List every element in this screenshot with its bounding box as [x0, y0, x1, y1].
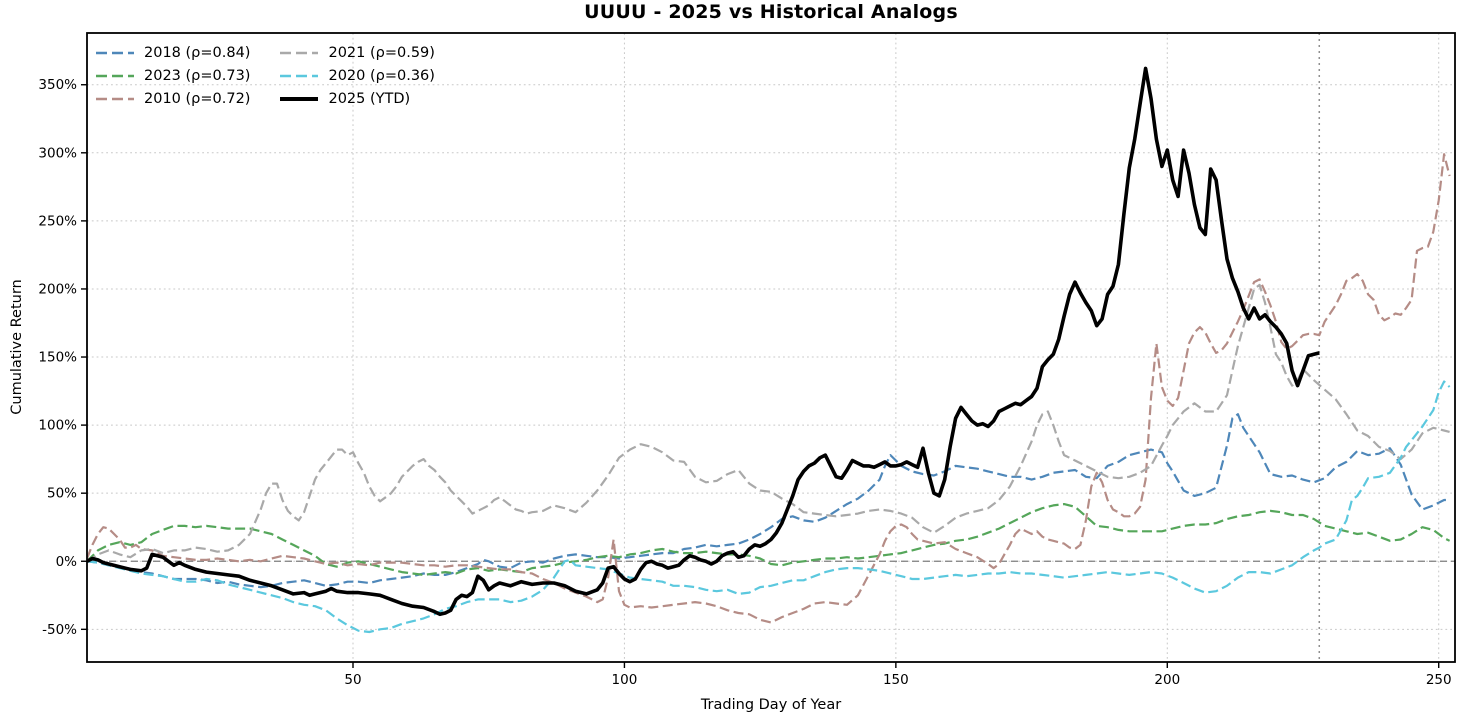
plot-area	[87, 33, 1455, 662]
legend-label-2023: 2023 (ρ=0.73)	[144, 68, 251, 84]
legend-line-swatch-2025	[280, 97, 319, 101]
legend: 2018 (ρ=0.84) 2023 (ρ=0.73) 2010 (ρ=0.72) 2…	[96, 44, 435, 108]
y-tick-label: 0%	[56, 554, 78, 570]
legend-line-swatch-2010	[96, 97, 134, 101]
x-tick-label: 250	[1426, 672, 1452, 688]
x-tick-label: 50	[344, 672, 361, 688]
legend-line-swatch-2021	[280, 51, 319, 55]
legend-label-2018: 2018 (ρ=0.84)	[144, 45, 251, 61]
chart-title: UUUU - 2025 vs Historical Analogs	[584, 1, 958, 23]
legend-item-2023: 2023 (ρ=0.73)	[96, 67, 250, 85]
legend-label-2021: 2021 (ρ=0.59)	[328, 45, 435, 61]
y-tick-label: 100%	[38, 418, 77, 434]
legend-item-2010: 2010 (ρ=0.72)	[96, 90, 250, 108]
legend-item-2018: 2018 (ρ=0.84)	[96, 44, 250, 62]
x-tick-label: 100	[612, 672, 638, 688]
legend-label-2025: 2025 (YTD)	[328, 91, 411, 107]
legend-label-2020: 2020 (ρ=0.36)	[328, 68, 435, 84]
legend-label-2010: 2010 (ρ=0.72)	[144, 91, 251, 107]
legend-item-2021: 2021 (ρ=0.59)	[280, 44, 435, 62]
y-tick-label: 350%	[38, 77, 77, 93]
series-line-2023	[87, 503, 1451, 577]
series-line-2025	[87, 66, 1320, 617]
y-tick-label: 250%	[38, 213, 77, 229]
x-tick-label: 200	[1154, 672, 1180, 688]
series-line-2021	[87, 283, 1450, 563]
y-tick-label: 200%	[38, 281, 77, 297]
y-tick-label: 300%	[38, 145, 77, 161]
legend-line-swatch-2018	[96, 51, 134, 55]
series-line-2020	[87, 380, 1451, 634]
legend-item-2025: 2025 (YTD)	[280, 90, 434, 108]
legend-line-swatch-2023	[96, 74, 134, 78]
y-tick-label: 150%	[38, 350, 77, 366]
y-tick-label: 50%	[47, 486, 77, 502]
legend-column: 2018 (ρ=0.84) 2023 (ρ=0.73) 2010 (ρ=0.72)	[96, 44, 250, 108]
legend-line-swatch-2020	[280, 74, 319, 78]
x-axis-label: Trading Day of Year	[700, 697, 842, 713]
plot-border	[86, 32, 1456, 663]
legend-item-2020: 2020 (ρ=0.36)	[280, 67, 435, 85]
legend-column: 2021 (ρ=0.59) 2020 (ρ=0.36) 2025 (YTD)	[280, 44, 435, 108]
y-tick-label: -50%	[42, 622, 77, 638]
x-tick-label: 150	[883, 672, 909, 688]
series-line-2010	[87, 153, 1451, 624]
series-line-2018	[87, 413, 1450, 589]
